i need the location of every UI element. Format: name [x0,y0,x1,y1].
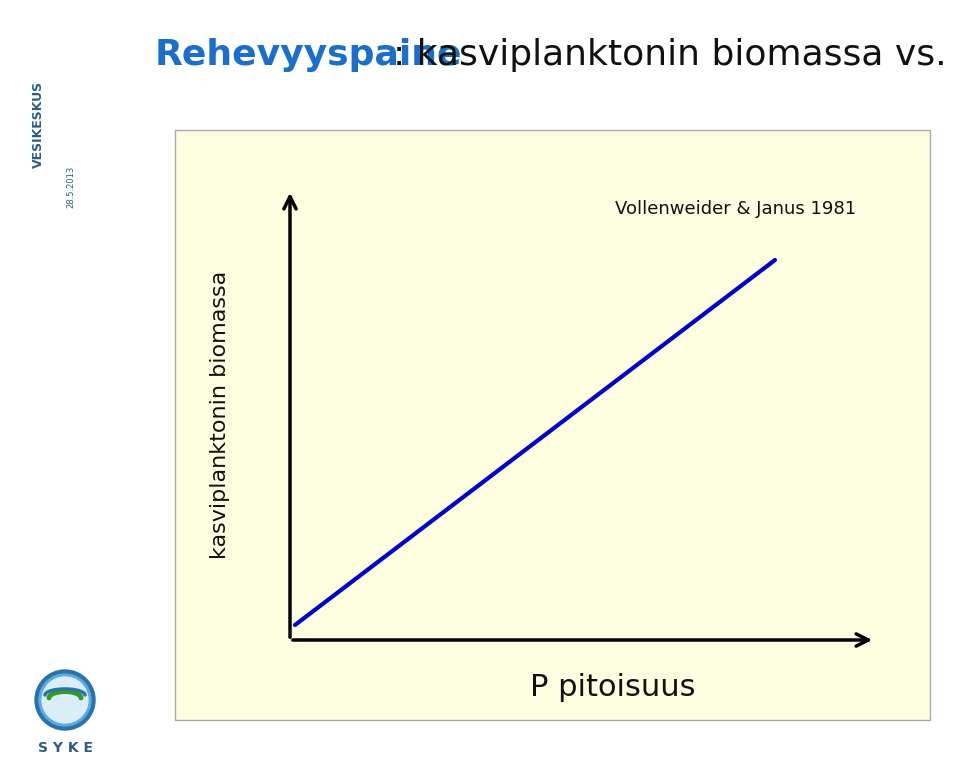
Circle shape [35,670,95,730]
Text: S Y K E: S Y K E [37,741,92,755]
Text: VESIKESKUS: VESIKESKUS [33,81,45,168]
Text: : kasviplanktonin biomassa vs. kok-P: : kasviplanktonin biomassa vs. kok-P [393,38,960,72]
Circle shape [42,677,88,723]
Polygon shape [0,0,195,780]
Text: 28.5.2013: 28.5.2013 [67,166,76,208]
Text: P pitoisuus: P pitoisuus [530,673,695,703]
Circle shape [39,674,91,726]
Text: kasviplanktonin biomassa: kasviplanktonin biomassa [210,271,230,559]
FancyBboxPatch shape [175,130,930,720]
Text: Vollenweider & Janus 1981: Vollenweider & Janus 1981 [615,200,856,218]
Text: Rehevyyspaine: Rehevyyspaine [155,38,463,72]
